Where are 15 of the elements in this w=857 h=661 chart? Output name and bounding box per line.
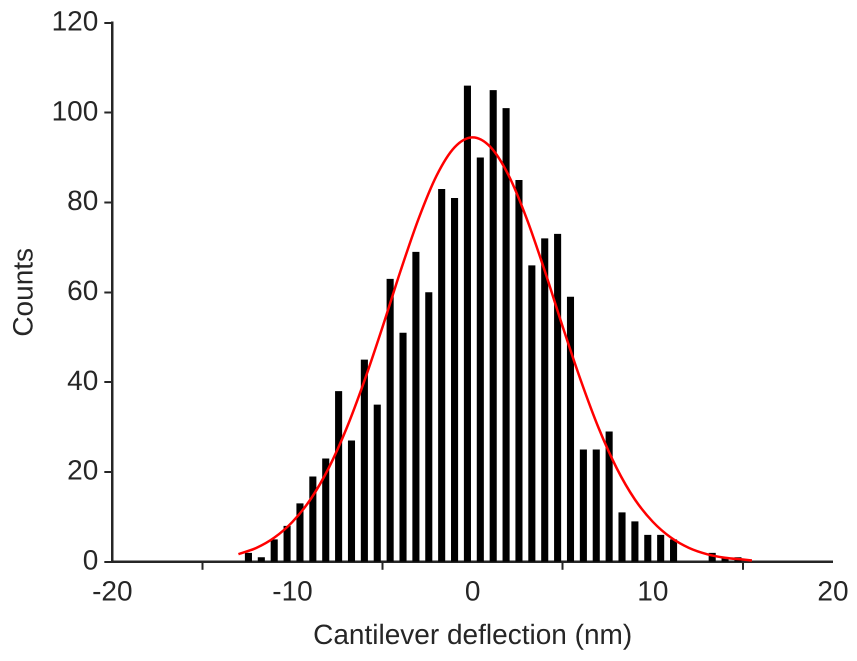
x-tick-label: 20	[817, 575, 849, 606]
x-tick-label: -10	[272, 575, 313, 606]
y-tick-label: 80	[67, 185, 98, 216]
y-tick-label: 60	[67, 275, 98, 306]
y-tick-label: 100	[52, 95, 98, 126]
y-tick-label: 20	[67, 454, 98, 486]
y-axis-title: Counts	[8, 248, 39, 337]
x-tick-label: -20	[92, 575, 133, 606]
y-tick-label: 40	[67, 364, 98, 396]
y-tick-label: 120	[52, 6, 98, 37]
x-tick-label: 10	[637, 575, 668, 606]
y-tick-label: 0	[82, 544, 98, 576]
x-tick-label: 0	[464, 575, 480, 606]
x-axis-title: Cantilever deflection (nm)	[313, 618, 632, 650]
line-series	[237, 136, 754, 562]
